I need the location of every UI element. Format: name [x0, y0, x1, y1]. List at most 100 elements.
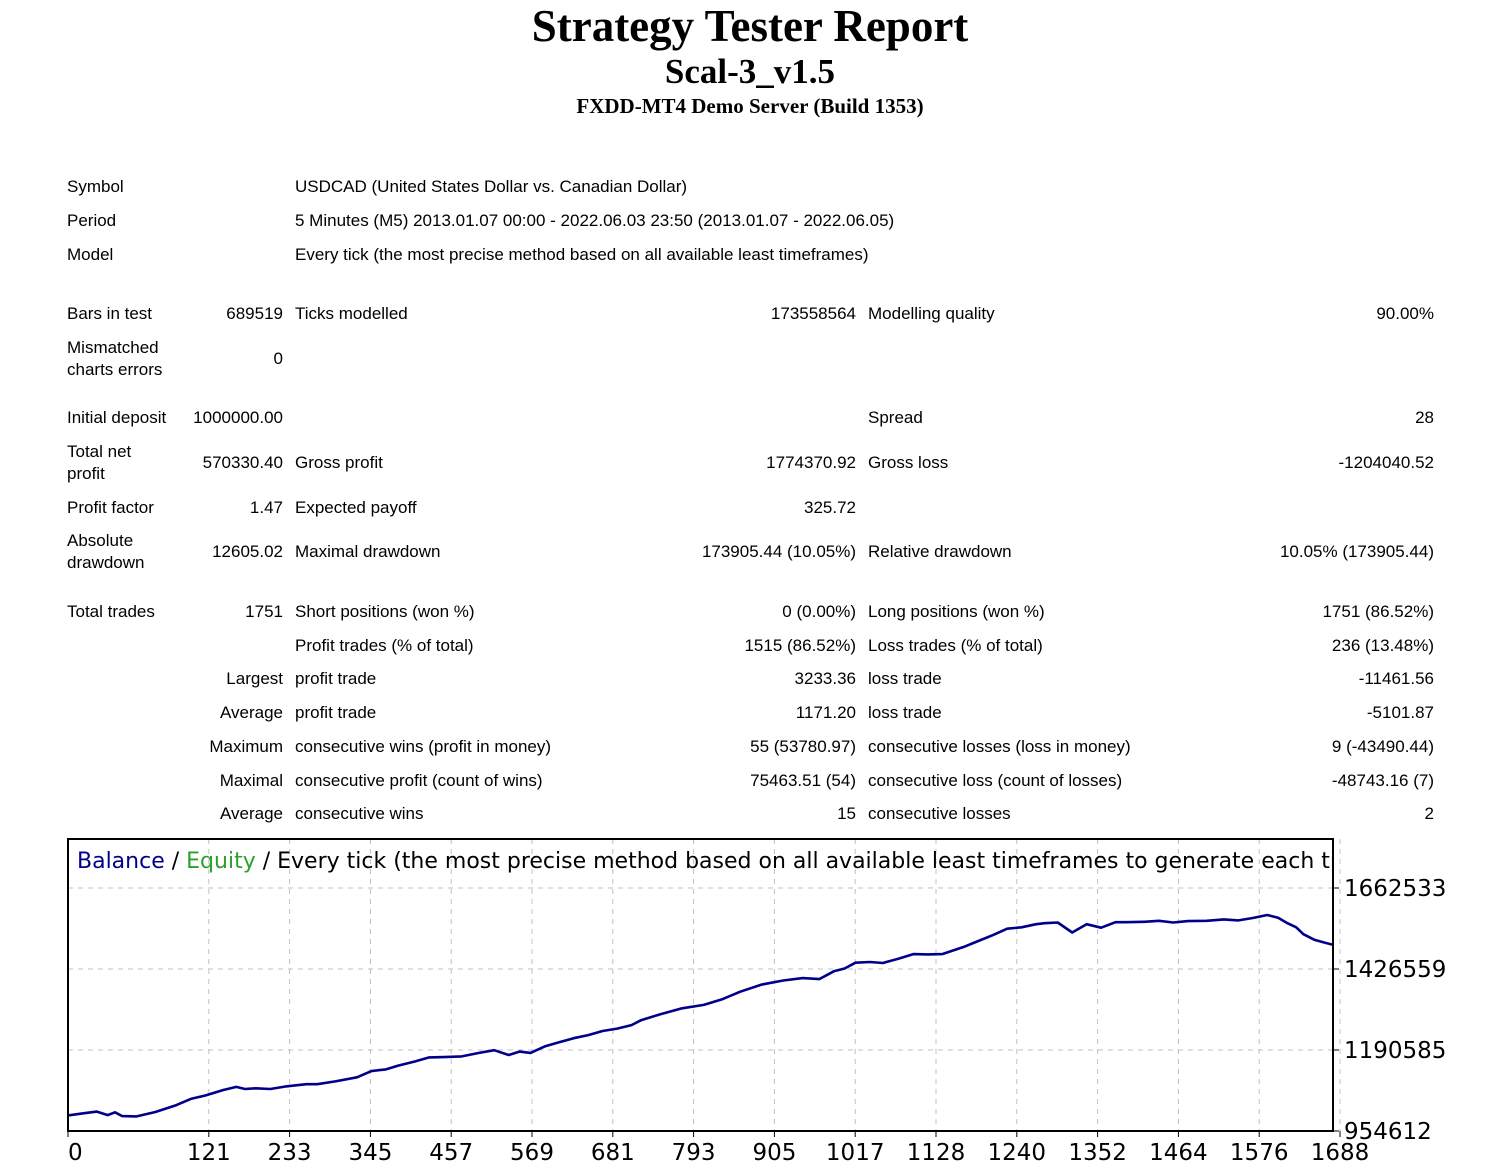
- profit-trades-label: Profit trades (% of total): [295, 636, 474, 655]
- legend-balance: Balance: [77, 849, 165, 874]
- max-drawdown-value: 173905.44 (10.05%): [701, 542, 856, 561]
- ticks-label: Ticks modelled: [295, 304, 408, 323]
- y-tick-label: 1662533: [1344, 876, 1446, 902]
- x-tick-label: 1464: [1149, 1140, 1208, 1166]
- x-tick-label: 345: [348, 1140, 392, 1166]
- bars-value: 689519: [226, 304, 283, 323]
- y-tick-label: 1190585: [1344, 1038, 1446, 1064]
- maximal-consec-profit-value: 75463.51 (54): [750, 771, 856, 790]
- deposit-value: 1000000.00: [193, 408, 283, 427]
- x-tick-label: 905: [752, 1140, 796, 1166]
- max-consec-wins-value: 55 (53780.97): [750, 737, 856, 756]
- largest-label: Largest: [226, 669, 283, 688]
- profit-trades-value: 1515 (86.52%): [744, 636, 856, 655]
- server-name: FXDD-MT4 Demo Server (Build 1353): [576, 94, 924, 118]
- quality-label: Modelling quality: [868, 304, 995, 323]
- x-tick-label: 1017: [826, 1140, 885, 1166]
- chart-grid: [68, 839, 1341, 1131]
- x-tick-label: 233: [268, 1140, 312, 1166]
- x-tick-label: 1688: [1311, 1140, 1370, 1166]
- spread-label: Spread: [868, 408, 923, 427]
- avg-consec-label: Average: [219, 804, 283, 823]
- x-tick-label: 457: [429, 1140, 473, 1166]
- legend-description: / Every tick (the most precise method ba…: [256, 849, 1475, 874]
- max-consec-wins-label: consecutive wins (profit in money): [295, 737, 552, 756]
- quality-value: 90.00%: [1376, 304, 1434, 323]
- x-tick-label: 121: [187, 1140, 231, 1166]
- maximal-consec-profit-label: consecutive profit (count of wins): [295, 771, 543, 790]
- bars-label: Bars in test: [67, 304, 153, 323]
- net-profit-label-line1: Total net: [67, 442, 132, 461]
- largest-loss-value: -11461.56: [1358, 669, 1434, 688]
- maximal-consec-loss-label: consecutive loss (count of losses): [868, 771, 1123, 790]
- gross-profit-value: 1774370.92: [766, 453, 856, 472]
- y-axis: 1662533 1426559 1190585 954612: [1333, 876, 1446, 1145]
- short-positions-value: 0 (0.00%): [782, 602, 856, 621]
- long-positions-label: Long positions (won %): [868, 602, 1045, 621]
- abs-drawdown-label-line1: Absolute: [67, 531, 134, 550]
- short-positions-label: Short positions (won %): [295, 602, 475, 621]
- period-value: 5 Minutes (M5) 2013.01.07 00:00 - 2022.0…: [295, 211, 895, 230]
- expected-payoff-label: Expected payoff: [295, 498, 417, 517]
- avg-consec-losses-label: consecutive losses: [868, 804, 1011, 823]
- y-tick-label: 954612: [1344, 1119, 1432, 1145]
- avg-consec-losses-value: 2: [1424, 804, 1434, 823]
- largest-loss-label: loss trade: [868, 669, 942, 688]
- symbol-label: Symbol: [67, 177, 124, 196]
- x-axis: 0 121 233 345 457 569 681 793 905 1017 1128 1240 135…: [67, 1131, 1370, 1166]
- expected-payoff-value: 325.72: [804, 498, 856, 517]
- gross-loss-value: -1204040.52: [1338, 453, 1434, 472]
- total-trades-label: Total trades: [67, 602, 155, 621]
- mismatch-label-line1: Mismatched: [67, 338, 159, 357]
- maximum-label: Maximum: [209, 737, 283, 756]
- gross-profit-label: Gross profit: [295, 453, 383, 472]
- average-profit-label: profit trade: [295, 703, 377, 722]
- avg-consec-wins-value: 15: [837, 804, 856, 823]
- average-profit-value: 1171.20: [795, 703, 856, 722]
- x-tick-label: 1240: [988, 1140, 1047, 1166]
- expert-name: Scal-3_v1.5: [664, 52, 836, 91]
- long-positions-value: 1751 (86.52%): [1322, 602, 1434, 621]
- legend-separator: /: [165, 849, 186, 874]
- rel-drawdown-label: Relative drawdown: [868, 542, 1012, 561]
- gross-loss-label: Gross loss: [868, 453, 949, 472]
- profit-factor-label: Profit factor: [67, 498, 154, 517]
- x-tick-label: 1352: [1068, 1140, 1127, 1166]
- max-drawdown-label: Maximal drawdown: [295, 542, 441, 561]
- chart-legend: Balance / Equity / Every tick (the most …: [77, 849, 1475, 874]
- profit-factor-value: 1.47: [249, 498, 283, 517]
- balance-line: [68, 913, 1333, 1118]
- symbol-value: USDCAD (United States Dollar vs. Canadia…: [295, 177, 688, 196]
- net-profit-value: 570330.40: [202, 453, 283, 472]
- spread-value: 28: [1415, 408, 1434, 427]
- model-label: Model: [67, 245, 114, 264]
- mismatch-label-line2: charts errors: [67, 360, 163, 379]
- x-tick-label: 1128: [907, 1140, 966, 1166]
- largest-profit-label: profit trade: [295, 669, 377, 688]
- maximal-label: Maximal: [219, 771, 283, 790]
- legend-equity: Equity: [186, 849, 256, 874]
- x-tick-label: 681: [591, 1140, 635, 1166]
- max-consec-losses-label: consecutive losses (loss in money): [868, 737, 1131, 756]
- average-label: Average: [219, 703, 283, 722]
- average-loss-value: -5101.87: [1366, 703, 1434, 722]
- x-tick-label: 0: [68, 1140, 83, 1166]
- loss-trades-label: Loss trades (% of total): [868, 636, 1043, 655]
- maximal-consec-loss-value: -48743.16 (7): [1331, 771, 1434, 790]
- report-title: Strategy Tester Report: [531, 1, 969, 51]
- mismatch-value: 0: [273, 349, 283, 368]
- y-tick-label: 1426559: [1344, 957, 1446, 983]
- deposit-label: Initial deposit: [67, 408, 167, 427]
- x-tick-label: 793: [672, 1140, 716, 1166]
- largest-profit-value: 3233.36: [794, 669, 856, 688]
- net-profit-label-line2: profit: [67, 464, 105, 483]
- x-tick-label: 1576: [1230, 1140, 1289, 1166]
- total-trades-value: 1751: [245, 602, 283, 621]
- max-consec-losses-value: 9 (-43490.44): [1331, 737, 1434, 756]
- loss-trades-value: 236 (13.48%): [1331, 636, 1434, 655]
- abs-drawdown-value: 12605.02: [212, 542, 283, 561]
- rel-drawdown-value: 10.05% (173905.44): [1279, 542, 1434, 561]
- model-value: Every tick (the most precise method base…: [295, 245, 869, 264]
- chart-frame: [67, 838, 1334, 1132]
